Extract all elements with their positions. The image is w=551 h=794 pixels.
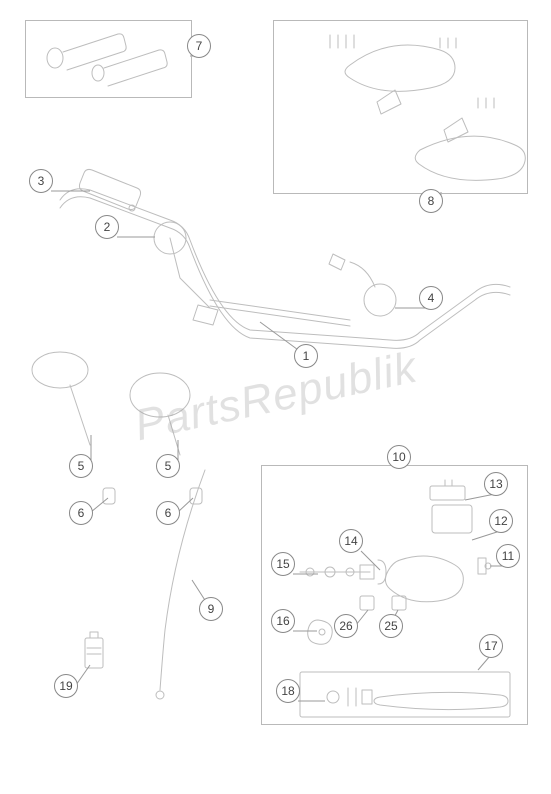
callout-6: 6	[156, 501, 180, 525]
part-throttle-grip	[79, 169, 140, 211]
callout-16: 16	[271, 609, 295, 633]
callout-14: 14	[339, 529, 363, 553]
callout-2: 2	[95, 215, 119, 239]
box-handguards	[273, 20, 528, 194]
callout-17: 17	[479, 634, 503, 658]
callout-18: 18	[276, 679, 300, 703]
box-grips	[25, 20, 192, 98]
callout-9: 9	[199, 597, 223, 621]
callout-13: 13	[484, 472, 508, 496]
callout-26: 26	[334, 614, 358, 638]
part-switch-right	[329, 254, 396, 316]
diagram-stage: PartsRepublik 12345566789101112131415161…	[0, 0, 551, 794]
callout-10: 10	[387, 445, 411, 469]
callout-8: 8	[419, 189, 443, 213]
part-oil-bottle	[85, 632, 103, 668]
callout-1: 1	[294, 344, 318, 368]
part-switch-left	[154, 222, 218, 325]
callout-6: 6	[69, 501, 93, 525]
part-handlebar	[60, 189, 510, 349]
callout-25: 25	[379, 614, 403, 638]
callout-11: 11	[496, 544, 520, 568]
callout-5: 5	[69, 454, 93, 478]
callout-15: 15	[271, 552, 295, 576]
part-mirror-right	[130, 373, 190, 455]
part-mirror-left	[32, 352, 90, 445]
callout-7: 7	[187, 34, 211, 58]
part-mirror-plug	[103, 488, 202, 504]
callout-3: 3	[29, 169, 53, 193]
callout-12: 12	[489, 509, 513, 533]
callout-19: 19	[54, 674, 78, 698]
callout-4: 4	[419, 286, 443, 310]
callout-5: 5	[156, 454, 180, 478]
box-brake-assy	[261, 465, 528, 725]
